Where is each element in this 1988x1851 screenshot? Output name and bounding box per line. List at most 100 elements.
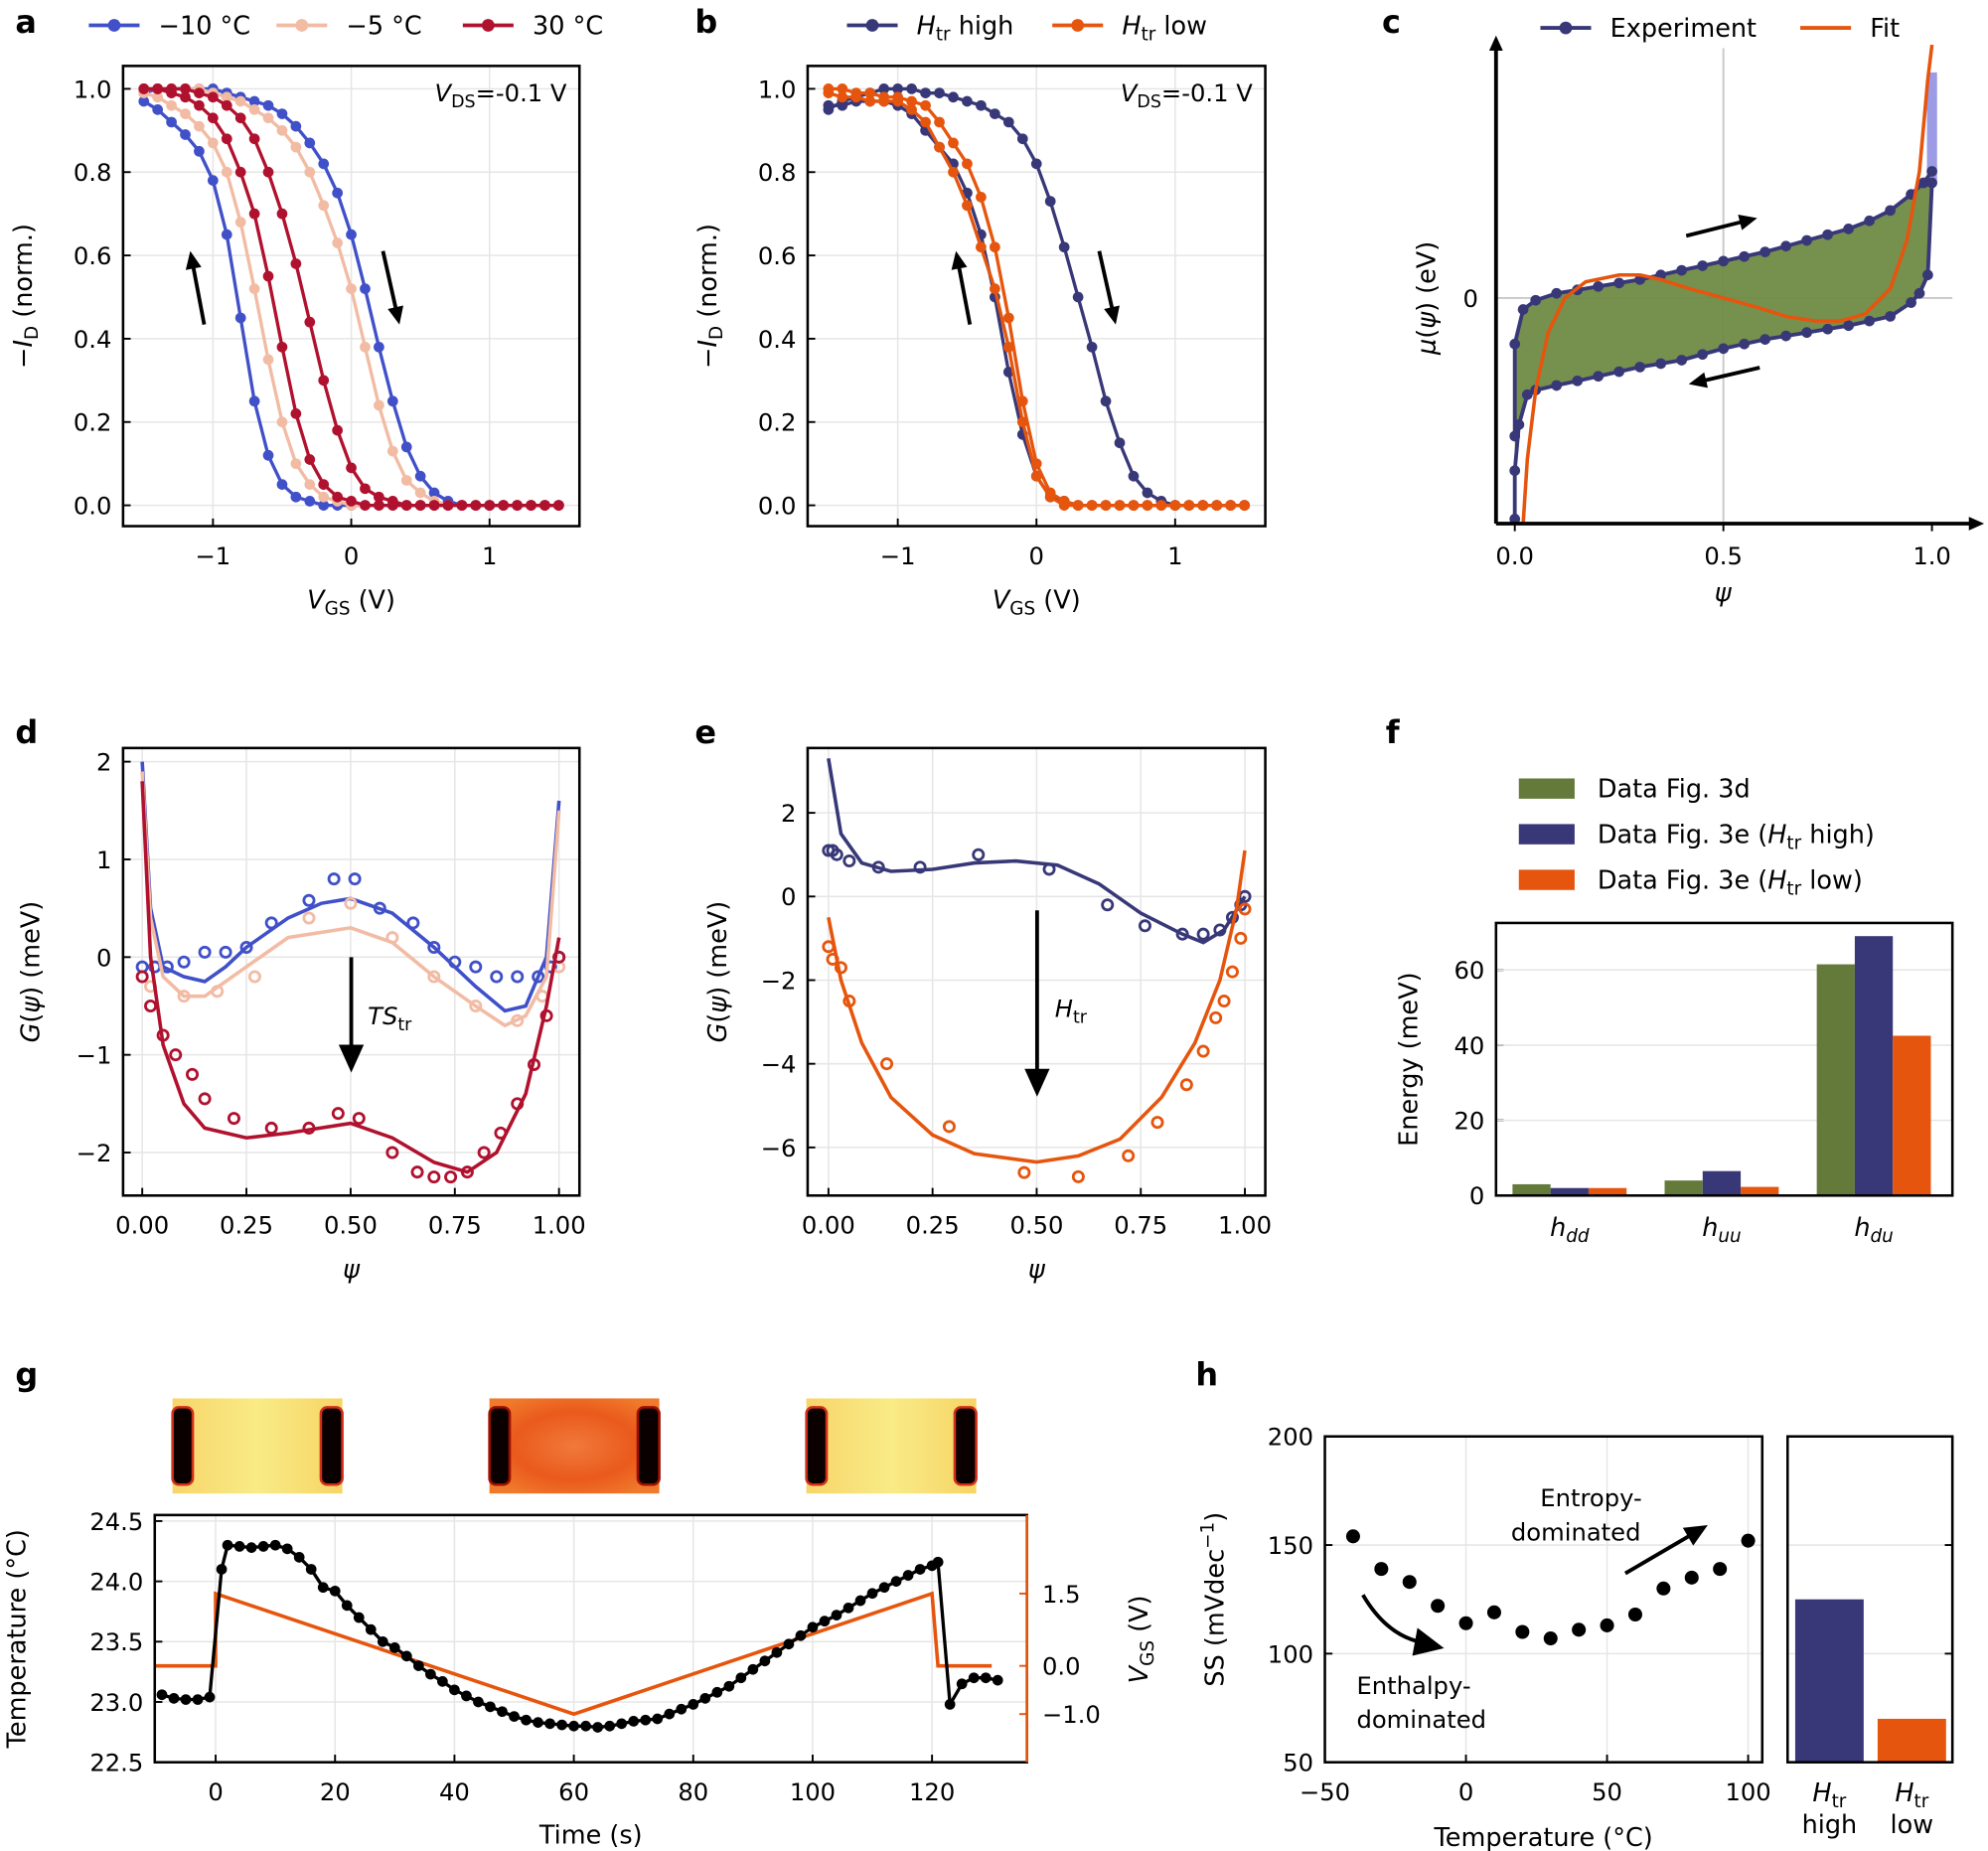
data-point xyxy=(473,1696,484,1708)
label-part: (V) xyxy=(1035,585,1080,615)
data-point xyxy=(360,341,371,353)
data-point xyxy=(1225,965,1239,979)
data-point xyxy=(169,1048,183,1062)
data-point xyxy=(293,1551,305,1563)
data-point xyxy=(976,99,987,111)
data-point xyxy=(826,952,840,966)
label-part: −1 xyxy=(1197,1522,1218,1549)
data-point xyxy=(1179,1078,1193,1092)
y-tick-label: −1 xyxy=(76,1041,112,1070)
data-point xyxy=(1713,1562,1728,1577)
data-point xyxy=(823,83,835,94)
data-point xyxy=(388,1642,400,1653)
data-point xyxy=(866,1588,878,1600)
data-point xyxy=(180,108,191,119)
data-point xyxy=(509,1711,520,1722)
data-point xyxy=(783,1638,795,1650)
data-point xyxy=(1150,1116,1164,1130)
fit-curve xyxy=(827,849,1247,1164)
y-axis-label: Temperature (°C) xyxy=(3,1529,33,1749)
data-point xyxy=(360,483,371,495)
data-point xyxy=(276,479,288,490)
label-part: ) (meV) xyxy=(703,901,733,997)
x-tick-label: 1.0 xyxy=(1912,541,1951,570)
y-tick-label: 2 xyxy=(96,748,111,777)
data-point xyxy=(511,970,525,984)
data-point xyxy=(1543,1631,1558,1646)
data-point xyxy=(222,1539,233,1551)
data-point xyxy=(385,931,399,945)
label-part: (V) xyxy=(1125,1595,1154,1639)
y-tick-label: 40 xyxy=(1453,1031,1484,1060)
data-point xyxy=(329,1585,341,1597)
data-point xyxy=(427,1170,441,1184)
data-point xyxy=(168,1692,180,1704)
data-point xyxy=(360,500,371,511)
label-part: − xyxy=(693,347,723,368)
data-point xyxy=(180,91,191,103)
data-point xyxy=(469,960,483,974)
data-point xyxy=(1634,362,1646,373)
data-point xyxy=(304,316,316,328)
label-part: H xyxy=(1767,865,1786,895)
label-part: G xyxy=(703,1023,733,1043)
panel-letter: h xyxy=(1195,1356,1218,1394)
data-point xyxy=(1780,240,1791,252)
label-part: DS xyxy=(1137,92,1161,112)
data-point xyxy=(470,500,482,511)
data-point xyxy=(262,354,274,366)
label-part: ) (eV) xyxy=(1413,241,1443,312)
data-point xyxy=(1169,500,1181,511)
category-label: huu xyxy=(1702,1213,1741,1247)
data-point xyxy=(842,1602,854,1614)
data-point xyxy=(180,129,191,140)
data-point xyxy=(1843,320,1854,332)
data-point xyxy=(1086,341,1098,353)
data-point xyxy=(269,1539,281,1551)
data-point xyxy=(795,1629,807,1641)
data-point xyxy=(539,1008,553,1022)
data-point xyxy=(216,1564,228,1575)
y-tick-label: 20 xyxy=(1453,1107,1484,1136)
label-part: tr xyxy=(936,25,951,46)
data-point xyxy=(878,1582,890,1594)
right-y-tick-label: 0.0 xyxy=(1042,1652,1081,1681)
label-part: ψ xyxy=(343,1255,361,1285)
label-part: tr xyxy=(1786,834,1801,854)
data-point xyxy=(1374,1562,1389,1577)
y-axis-label: SS (mVdec−1) xyxy=(1197,1512,1230,1687)
label-part: GS xyxy=(1138,1640,1158,1666)
data-point xyxy=(264,916,278,930)
data-point xyxy=(972,848,986,861)
data-point xyxy=(920,99,931,111)
x-tick-label: 100 xyxy=(1725,1777,1770,1806)
x-tick-label: −50 xyxy=(1300,1777,1350,1806)
data-point xyxy=(956,1678,968,1690)
label-part: high xyxy=(951,11,1014,41)
data-point xyxy=(512,500,523,511)
data-point xyxy=(1926,177,1937,189)
data-point xyxy=(290,491,302,503)
label-part: H xyxy=(917,11,936,41)
data-point xyxy=(318,200,330,212)
data-point xyxy=(980,1672,992,1684)
sweep-arrow-down xyxy=(381,250,403,325)
data-point xyxy=(962,200,973,212)
data-point xyxy=(386,496,398,507)
legend-label: Htr high xyxy=(917,11,1014,45)
data-point xyxy=(1801,327,1812,339)
label-part: =-0.1 V xyxy=(1161,78,1253,107)
x-tick-label: 0.50 xyxy=(324,1211,378,1240)
data-point xyxy=(1044,487,1056,499)
data-point xyxy=(1072,291,1084,303)
bar xyxy=(1893,1035,1931,1196)
legend-label: Data Fig. 3d xyxy=(1598,775,1751,805)
data-point xyxy=(992,1674,1003,1686)
y-tick-label: 23.0 xyxy=(89,1688,143,1717)
label-part: Data Fig. 3e ( xyxy=(1598,865,1767,895)
data-point xyxy=(1044,196,1056,207)
x-axis-label: Time (s) xyxy=(538,1820,643,1850)
x-tick-label: 0.0 xyxy=(1495,541,1534,570)
data-point xyxy=(207,137,219,149)
data-point xyxy=(332,491,343,503)
